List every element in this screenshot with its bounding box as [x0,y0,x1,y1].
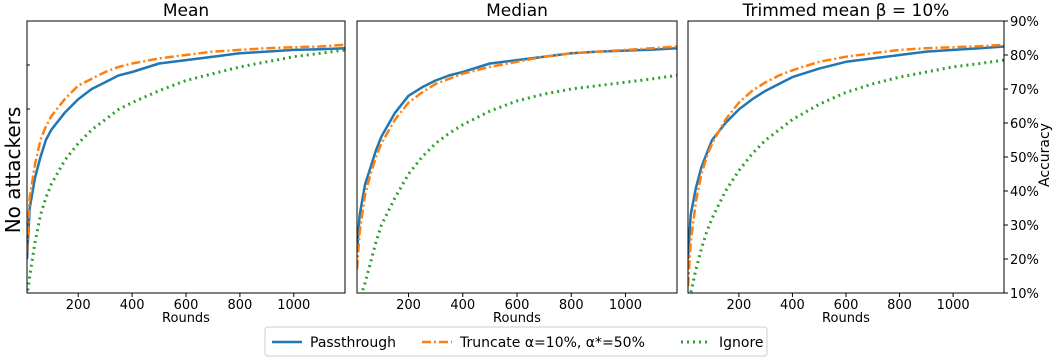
panel-median: Median 200 400 600 800 1000 Rounds [356,1,678,326]
series-line-truncate [688,43,1004,287]
x-tick-label: 200 [66,298,91,313]
y-tick-label: 50% [1010,151,1039,166]
plot-frame [26,20,346,294]
panel-title: Mean [163,1,209,21]
panel-trimmed-mean: Trimmed mean β = 10% 200 400 600 800 1000 Roun… [687,1,1039,326]
x-tick-label: 200 [396,298,421,313]
y-tick-label: 10% [1010,287,1039,302]
legend-frame [264,326,768,357]
series-line-passthrough [688,45,1004,260]
legend-label-ignore: Ignore [719,335,764,351]
x-axis-label: Rounds [162,311,210,326]
x-tick-label: 800 [559,298,584,313]
legend: Passthrough Truncate α=10%, α*=50% Ignor… [264,326,768,357]
x-tick-label: 1000 [609,298,642,313]
legend-label-truncate: Truncate α=10%, α*=50% [459,335,645,351]
y-tick-label: 90% [1010,15,1039,30]
panel-mean: Mean 200 400 600 800 1000 Rounds [26,1,346,326]
x-tick-label: 600 [505,298,530,313]
y-tick-label: 60% [1010,117,1039,132]
x-tick-label: 800 [227,298,252,313]
x-tick-label: 200 [726,298,751,313]
series-line-truncate [357,45,677,270]
x-tick-label: 800 [887,298,912,313]
series-line-ignore [27,48,345,293]
x-tick-label: 400 [780,298,805,313]
x-axis-label: Rounds [822,311,870,326]
x-tick-label: 1000 [277,298,310,313]
row-label: No attackers [1,107,25,234]
x-tick-label: 1000 [937,298,970,313]
series-line-ignore [689,58,1004,293]
panel-title: Median [486,1,548,21]
series-line-truncate [27,43,345,253]
y-tick-label: 40% [1010,185,1039,200]
series-line-passthrough [27,46,345,260]
y-tick-label: 20% [1010,253,1039,268]
x-tick-label: 400 [120,298,145,313]
y-tick-label: 70% [1010,83,1039,98]
x-axis-label: Rounds [493,311,541,326]
y-tick-label: 30% [1010,219,1039,234]
series-line-passthrough [357,46,677,253]
panel-title: Trimmed mean β = 10% [742,1,950,21]
x-tick-label: 600 [174,298,199,313]
series-line-ignore [360,73,677,293]
legend-label-passthrough: Passthrough [310,335,396,351]
x-tick-label: 600 [834,298,859,313]
x-tick-label: 400 [450,298,475,313]
y-tick-label: 80% [1010,49,1039,64]
right-axis-label: Accuracy [1037,123,1053,187]
